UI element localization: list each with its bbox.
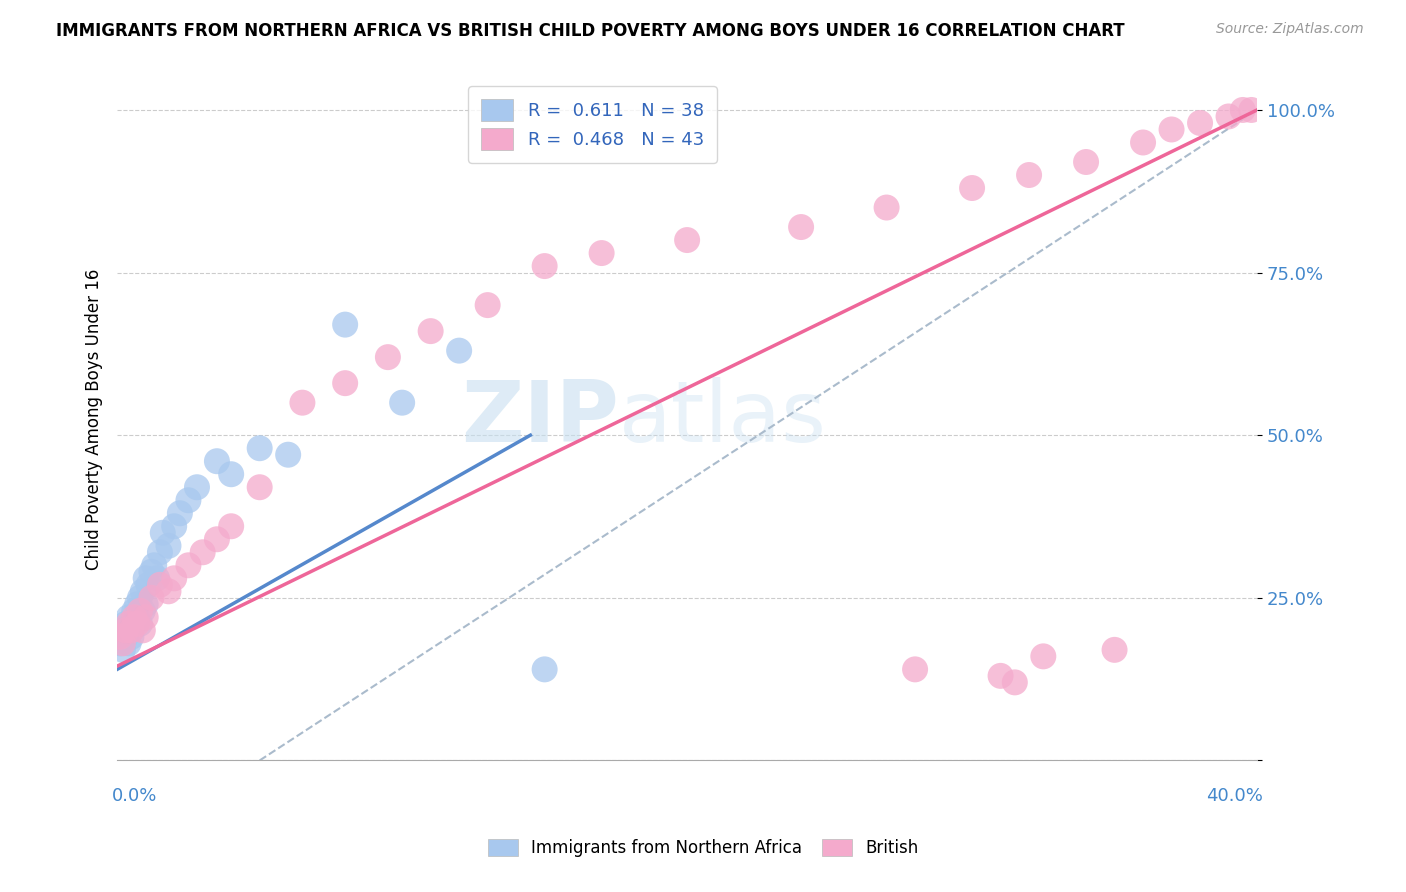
Point (114, 630, 136, 644)
Text: 40.0%: 40.0% (1206, 788, 1263, 805)
Point (377, 350, 399, 364)
Point (117, 616, 139, 631)
Point (149, 578, 172, 592)
Point (676, 233, 699, 247)
Point (108, 630, 131, 644)
Point (120, 624, 142, 638)
Point (129, 604, 152, 618)
Point (108, 636, 131, 650)
Point (149, 545, 172, 559)
Point (249, 441, 271, 455)
Point (114, 616, 136, 631)
Text: IMMIGRANTS FROM NORTHERN AFRICA VS BRITISH CHILD POVERTY AMONG BOYS UNDER 16 COR: IMMIGRANTS FROM NORTHERN AFRICA VS BRITI… (56, 22, 1125, 40)
Point (169, 506, 191, 520)
Point (191, 545, 214, 559)
Point (1218, 110, 1240, 124)
Point (291, 395, 314, 409)
Text: Source: ZipAtlas.com: Source: ZipAtlas.com (1216, 22, 1364, 37)
Legend: R =  0.611   N = 38, R =  0.468   N = 43: R = 0.611 N = 38, R = 0.468 N = 43 (468, 87, 717, 163)
Point (219, 519, 242, 533)
Point (1032, 649, 1054, 664)
Point (111, 643, 134, 657)
Point (449, 343, 471, 358)
Point (157, 539, 180, 553)
Point (127, 610, 149, 624)
Point (111, 624, 134, 638)
Legend: Immigrants from Northern Africa, British: Immigrants from Northern Africa, British (479, 831, 927, 866)
Point (249, 480, 271, 494)
Point (152, 525, 174, 540)
Point (333, 376, 356, 391)
Point (127, 616, 149, 631)
Point (790, 220, 813, 235)
Point (419, 324, 441, 338)
Point (533, 662, 555, 676)
Point (1160, 122, 1182, 136)
Point (177, 493, 200, 508)
Point (1189, 116, 1212, 130)
Point (219, 467, 242, 482)
Point (1074, 155, 1097, 169)
Point (1132, 136, 1154, 150)
Point (146, 571, 169, 585)
Point (129, 616, 152, 631)
Point (117, 610, 139, 624)
Point (1104, 643, 1126, 657)
Point (904, 662, 927, 676)
Point (163, 571, 186, 585)
Point (277, 448, 299, 462)
Point (132, 604, 155, 618)
Text: ZIP: ZIP (461, 377, 619, 460)
Point (205, 533, 228, 547)
Point (124, 610, 146, 624)
Text: 0.0%: 0.0% (111, 788, 157, 805)
Point (591, 246, 613, 260)
Point (114, 624, 136, 638)
Point (876, 201, 898, 215)
Point (135, 610, 157, 624)
Point (186, 480, 208, 494)
Text: atlas: atlas (619, 377, 827, 460)
Point (960, 181, 983, 195)
Point (124, 604, 146, 618)
Point (141, 591, 163, 605)
Point (163, 519, 186, 533)
Point (533, 259, 555, 273)
Point (132, 584, 155, 599)
Point (391, 395, 413, 409)
Point (1018, 168, 1040, 182)
Point (333, 318, 356, 332)
Point (1240, 103, 1263, 117)
Point (1232, 103, 1254, 117)
Point (127, 597, 149, 611)
Point (120, 630, 142, 644)
Y-axis label: Child Poverty Among Boys Under 16: Child Poverty Among Boys Under 16 (86, 268, 103, 570)
Point (141, 565, 163, 579)
Point (124, 616, 146, 631)
Point (143, 558, 166, 573)
Point (157, 584, 180, 599)
Point (135, 571, 157, 585)
Point (138, 578, 160, 592)
Point (177, 558, 200, 573)
Point (117, 636, 139, 650)
Point (135, 597, 157, 611)
Point (990, 669, 1012, 683)
Point (111, 636, 134, 650)
Point (1004, 675, 1026, 690)
Point (129, 591, 152, 605)
Point (120, 624, 142, 638)
Point (477, 298, 499, 312)
Point (205, 454, 228, 468)
Point (132, 624, 155, 638)
